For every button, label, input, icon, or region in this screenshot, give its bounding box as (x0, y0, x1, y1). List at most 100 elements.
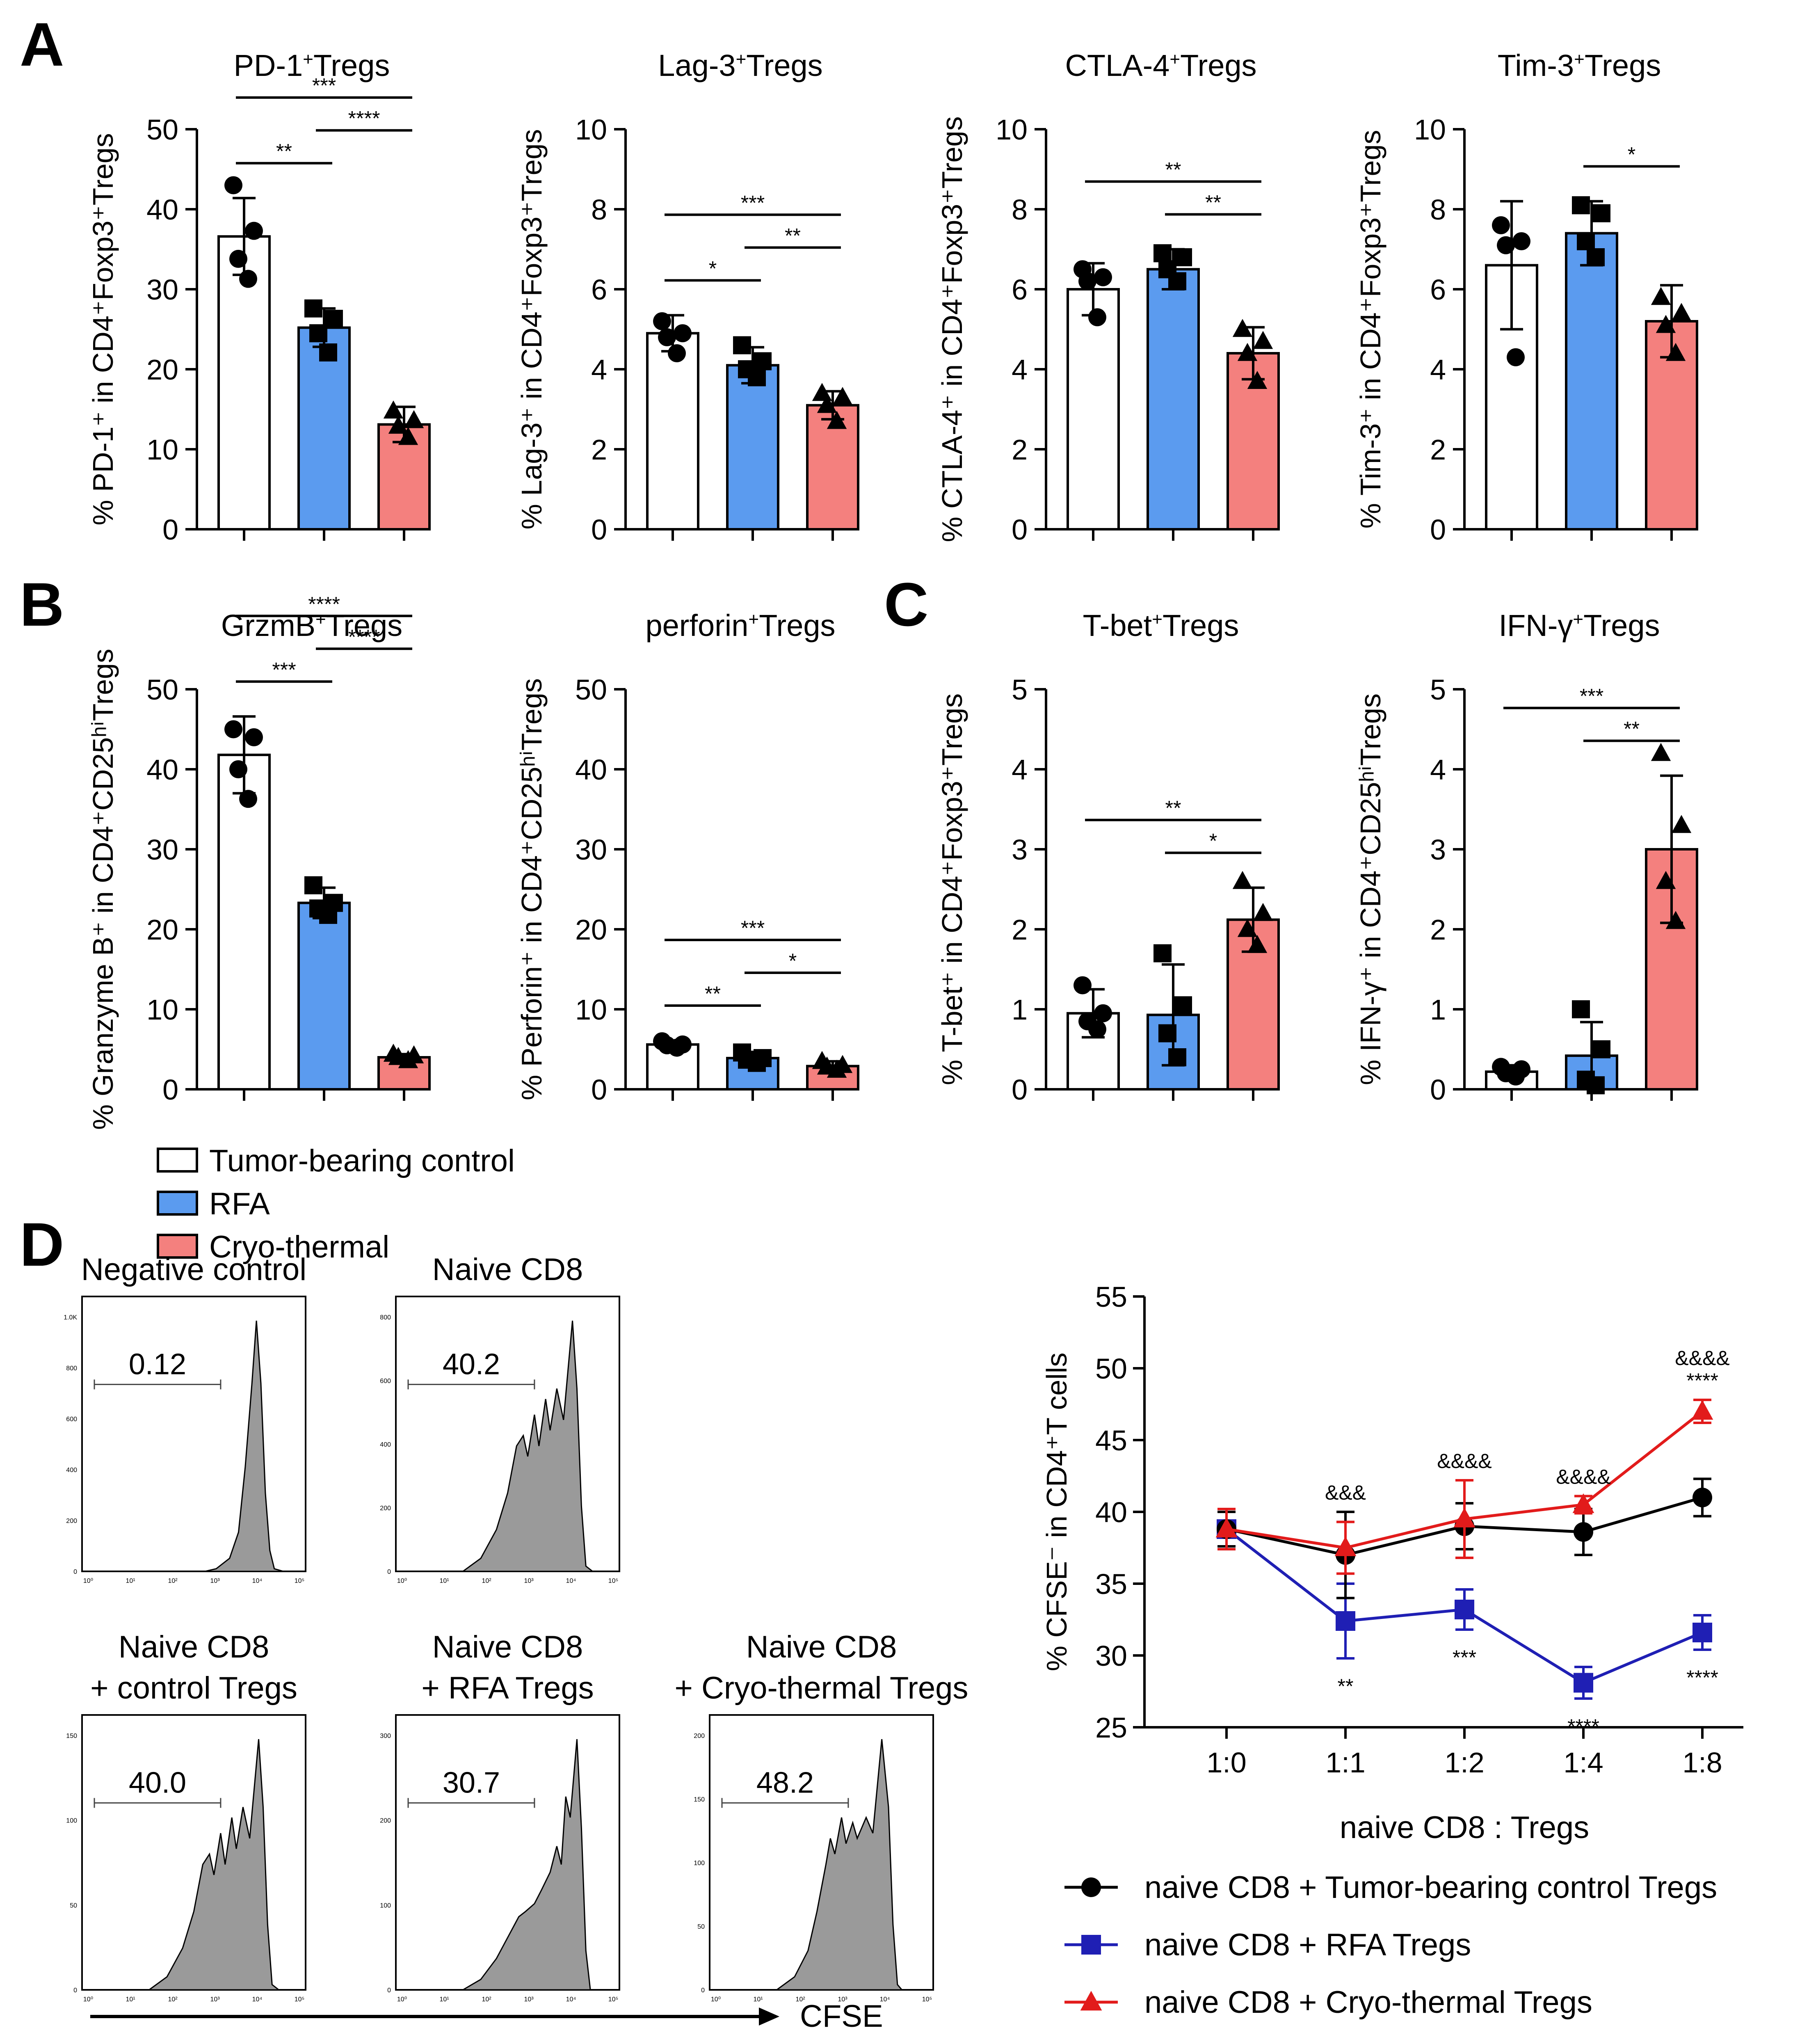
flow-title: Naive CD8 (432, 1630, 583, 1664)
cfse-axis-label: CFSE (800, 1999, 883, 2034)
flow-title: + control Tregs (90, 1671, 297, 1706)
data-point (1174, 248, 1192, 266)
data-point (1572, 196, 1590, 215)
data-point (319, 343, 337, 362)
y-tick-label: 0 (1012, 1074, 1028, 1106)
data-point (1253, 903, 1273, 921)
significance-label: * (1628, 143, 1635, 166)
data-point (245, 728, 263, 746)
data-point (832, 386, 853, 405)
flow-y-tick-label: 400 (66, 1467, 77, 1474)
flow-x-tick-label: 10¹ (439, 1578, 449, 1584)
significance-label: * (709, 257, 717, 280)
y-tick-label: 3 (1430, 834, 1446, 866)
data-point (1334, 1536, 1357, 1556)
data-point (733, 336, 751, 354)
series-blue: ************* (1217, 1511, 1718, 1738)
flow-x-tick-label: 10⁰ (397, 1578, 407, 1584)
y-tick-label: 4 (1012, 754, 1028, 786)
significance-label: ** (1624, 718, 1640, 741)
significance-label: **** (348, 625, 380, 648)
flow-x-tick-label: 10² (168, 1578, 178, 1584)
bar-chart-1: PD-1+Tregs % PD-1⁺ in CD4⁺Foxp3⁺Tregs 0 10 2… (87, 48, 431, 546)
y-tick-label: 0 (591, 1074, 607, 1106)
data-point (1665, 343, 1686, 361)
bar (1565, 232, 1618, 530)
flow-x-tick-label: 10⁵ (922, 1996, 932, 2003)
significance-label: *** (1580, 685, 1603, 708)
data-point (319, 905, 337, 924)
data-point (817, 395, 837, 413)
y-tick-label: 0 (1012, 514, 1028, 546)
chart-title-superscript: + (315, 609, 326, 629)
flow-y-tick-label: 50 (70, 1902, 77, 1909)
bar-chart-4: Tim-3+Tregs % Tim-3⁺ in CD4⁺Foxp3⁺Tregs 0 2… (1354, 48, 1698, 546)
flow-y-tick-label: 50 (697, 1923, 705, 1930)
data-point (1651, 287, 1671, 305)
chart-title-superscript: + (1152, 609, 1163, 629)
y-tick-label: 0 (591, 514, 607, 546)
flow-x-tick-label: 10¹ (126, 1578, 135, 1584)
significance-label: *** (1453, 1646, 1476, 1669)
gate-percentage: 48.2 (756, 1766, 814, 1799)
flow-x-tick-label: 10⁰ (711, 1996, 721, 2003)
data-point (1215, 1518, 1238, 1538)
x-tick-label: 1:8 (1682, 1747, 1722, 1779)
flow-y-tick-label: 0 (387, 1987, 391, 1994)
data-point (1247, 935, 1268, 953)
data-point (224, 176, 242, 194)
chart-title-superscript: + (1574, 49, 1585, 69)
flow-y-tick-label: 800 (380, 1314, 391, 1321)
line-legend-item: naive CD8 + RFA Tregs (1064, 1927, 1471, 1962)
y-tick-label: 1 (1430, 994, 1446, 1026)
data-point (748, 368, 766, 386)
chart-title: Lag-3+Tregs (658, 48, 822, 82)
y-axis-label: % Granzyme B⁺ in CD4⁺CD25ʰⁱTregs (87, 649, 119, 1130)
data-point (1577, 232, 1595, 250)
data-point (1174, 996, 1192, 1015)
flow-y-tick-label: 200 (66, 1518, 77, 1525)
flow-y-tick-label: 1.0K (64, 1314, 77, 1321)
flow-title: Negative control (81, 1252, 306, 1287)
significance-label: ** (276, 140, 292, 163)
data-point (304, 876, 322, 894)
chart-title-tail: Tregs (1163, 608, 1239, 642)
data-point (239, 270, 257, 288)
flow-x-tick-label: 10³ (838, 1996, 847, 2003)
flow-y-tick-label: 0 (73, 1568, 77, 1575)
y-tick-label: 30 (575, 834, 607, 866)
bar-chart-8: IFN-γ+Tregs % IFN-γ⁺ in CD4⁺CD25ʰⁱTregs 0 1… (1354, 608, 1698, 1106)
significance-label: **** (1686, 1666, 1718, 1689)
y-tick-label: 10 (146, 994, 178, 1026)
series-red: &&&&&&&&&&&&&&&**** (1215, 1347, 1730, 1575)
significance-label: ** (1165, 158, 1181, 181)
data-point (1088, 1020, 1106, 1038)
legend-swatch-control (157, 1148, 198, 1173)
flow-histogram-4: Naive CD8 + RFA Tregs 30.7 300 200 100 0 10⁰ 10¹… (380, 1630, 620, 2003)
data-point (1651, 743, 1671, 761)
flow-x-tick-label: 10⁴ (880, 1996, 890, 2003)
chart-title-tail: Tregs (1180, 48, 1256, 82)
chart-title: Tim-3+Tregs (1498, 48, 1661, 82)
significance-label: ** (785, 224, 801, 247)
data-point (754, 352, 772, 370)
y-tick-label: 50 (1095, 1353, 1127, 1385)
y-tick-label: 40 (575, 754, 607, 786)
flow-x-tick-label: 10⁴ (566, 1996, 576, 2003)
flow-histogram-2: Naive CD8 40.2 800 600 400 200 0 10⁰ 10¹ 10² 10³ 10… (380, 1252, 620, 1584)
flow-y-tick-label: 0 (73, 1987, 77, 1994)
data-point (383, 400, 404, 419)
significance-label: ** (1338, 1675, 1354, 1698)
data-point (1078, 272, 1096, 290)
panel-label-b: B (20, 570, 64, 639)
chart-title-superscript: + (1169, 49, 1180, 69)
y-tick-label: 20 (575, 914, 607, 946)
panel-label-d: D (20, 1210, 64, 1279)
y-tick-label: 2 (1012, 914, 1028, 946)
chart-title-superscript: + (736, 49, 747, 69)
significance-label: &&&& (1556, 1466, 1610, 1488)
data-point (1507, 1067, 1525, 1086)
x-tick-label: 1:0 (1206, 1747, 1246, 1779)
chart-title-tail: Tregs (1583, 608, 1660, 642)
flow-y-tick-label: 200 (380, 1818, 391, 1825)
